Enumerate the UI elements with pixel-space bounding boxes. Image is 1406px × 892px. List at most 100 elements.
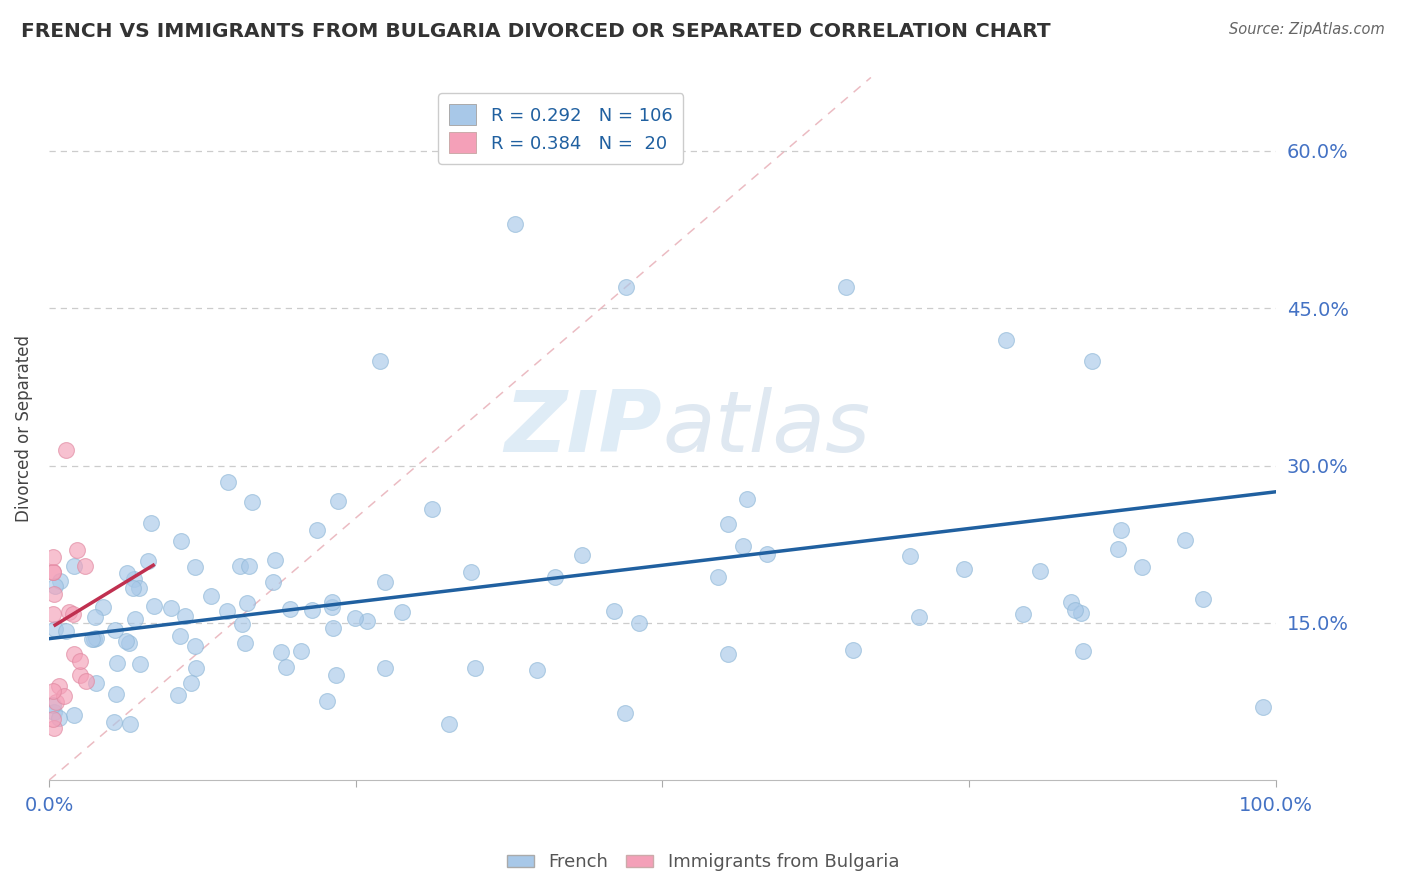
Point: [316, 694, 339, 708]
Point: [368, 353, 391, 368]
Text: ZIP: ZIP: [505, 387, 662, 470]
Point: [627, 615, 650, 630]
Point: [55, 624, 77, 639]
Point: [460, 565, 482, 579]
Point: [301, 603, 323, 617]
Point: [41, 712, 63, 726]
Point: [1253, 699, 1275, 714]
Point: [614, 280, 637, 294]
Point: [48, 679, 70, 693]
Point: [84, 675, 107, 690]
Point: [571, 548, 593, 562]
Point: [229, 559, 252, 574]
Point: [544, 569, 567, 583]
Point: [238, 559, 260, 574]
Point: [278, 602, 301, 616]
Point: [124, 572, 146, 586]
Point: [48, 574, 70, 588]
Point: [322, 621, 344, 635]
Point: [91, 600, 114, 615]
Point: [105, 657, 128, 671]
Point: [115, 566, 138, 581]
Point: [420, 502, 443, 516]
Point: [614, 706, 637, 720]
Point: [84, 609, 107, 624]
Point: [321, 595, 343, 609]
Point: [69, 668, 91, 682]
Point: [325, 667, 347, 681]
Point: [142, 599, 165, 614]
Point: [80, 632, 103, 647]
Point: [755, 547, 778, 561]
Point: [42, 721, 65, 735]
Point: [42, 586, 65, 600]
Point: [103, 714, 125, 729]
Point: [122, 581, 145, 595]
Point: [129, 657, 152, 672]
Point: [1064, 603, 1087, 617]
Point: [170, 533, 193, 548]
Point: [63, 707, 86, 722]
Point: [908, 609, 931, 624]
Legend: French, Immigrants from Bulgaria: French, Immigrants from Bulgaria: [499, 847, 907, 879]
Text: atlas: atlas: [662, 387, 870, 470]
Point: [717, 648, 740, 662]
Point: [41, 683, 63, 698]
Point: [374, 661, 396, 675]
Point: [526, 664, 548, 678]
Point: [104, 686, 127, 700]
Text: FRENCH VS IMMIGRANTS FROM BULGARIA DIVORCED OR SEPARATED CORRELATION CHART: FRENCH VS IMMIGRANTS FROM BULGARIA DIVOR…: [21, 22, 1050, 41]
Point: [184, 639, 207, 653]
Point: [128, 581, 150, 595]
Point: [603, 604, 626, 618]
Legend: R = 0.292   N = 106, R = 0.384   N =  20: R = 0.292 N = 106, R = 0.384 N = 20: [439, 94, 683, 164]
Point: [84, 632, 107, 646]
Point: [1029, 564, 1052, 578]
Point: [262, 574, 284, 589]
Point: [139, 516, 162, 530]
Point: [1011, 607, 1033, 622]
Point: [103, 623, 125, 637]
Point: [180, 676, 202, 690]
Point: [117, 635, 139, 649]
Point: [835, 280, 858, 294]
Point: [464, 661, 486, 675]
Point: [731, 540, 754, 554]
Point: [1174, 533, 1197, 548]
Point: [52, 690, 75, 704]
Point: [994, 333, 1017, 347]
Point: [55, 442, 77, 457]
Point: [952, 562, 974, 576]
Point: [235, 596, 257, 610]
Point: [167, 689, 190, 703]
Point: [42, 607, 65, 622]
Point: [240, 494, 263, 508]
Point: [217, 604, 239, 618]
Point: [73, 559, 96, 574]
Point: [305, 524, 328, 538]
Point: [1070, 606, 1092, 620]
Point: [231, 616, 253, 631]
Point: [184, 661, 207, 675]
Point: [1107, 542, 1129, 557]
Point: [42, 706, 65, 720]
Point: [374, 574, 396, 589]
Point: [1060, 595, 1083, 609]
Point: [42, 698, 65, 712]
Point: [898, 549, 921, 563]
Point: [735, 492, 758, 507]
Point: [41, 549, 63, 564]
Point: [184, 559, 207, 574]
Point: [44, 579, 66, 593]
Point: [160, 600, 183, 615]
Point: [1109, 523, 1132, 537]
Point: [356, 615, 378, 629]
Point: [321, 599, 343, 614]
Point: [62, 648, 84, 662]
Point: [1192, 591, 1215, 606]
Point: [503, 217, 526, 231]
Point: [1130, 560, 1153, 574]
Point: [169, 629, 191, 643]
Point: [48, 711, 70, 725]
Point: [274, 660, 297, 674]
